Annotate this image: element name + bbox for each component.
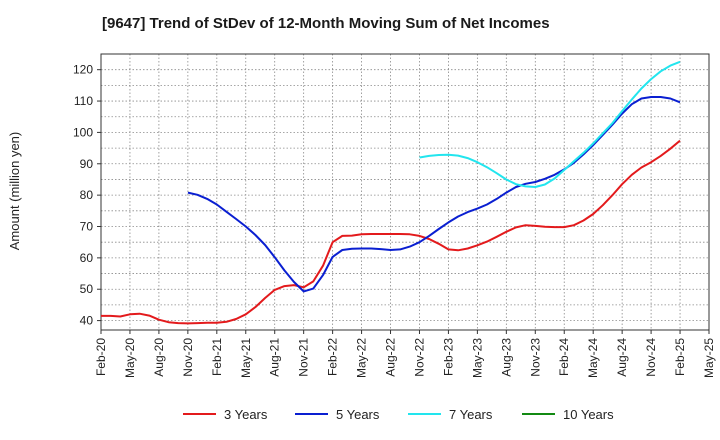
x-tick-label: May-24 [586,338,600,378]
x-tick-label: May-25 [702,338,716,378]
legend-label: 7 Years [449,407,493,422]
x-tick-label: Feb-24 [557,338,571,376]
legend-label: 10 Years [563,407,614,422]
x-axis-ticks: Feb-20 May-20 Aug-20 Nov-20 Feb-21 May-21 Aug-… [94,330,716,378]
chart-title: [9647] Trend of StDev of 12-Month Moving… [102,15,550,32]
x-tick-label: Aug-23 [499,338,513,377]
y-tick-label: 80 [80,188,94,202]
x-tick-label: Feb-22 [326,338,340,376]
series-line-3-years [101,139,681,325]
legend-label: 5 Years [336,407,380,422]
plot-frame [100,53,710,331]
grid [100,54,710,330]
x-tick-label: May-23 [470,338,484,378]
x-tick-label: Aug-21 [268,338,282,377]
series-lines [101,60,681,325]
y-axis-ticks: 40 50 60 70 80 90 100 110 120 [73,63,101,328]
y-tick-label: 110 [74,94,93,108]
legend-label: 3 Years [224,407,268,422]
x-tick-label: Feb-23 [441,338,455,376]
y-tick-label: 100 [73,125,93,139]
y-axis-label: Amount (million yen) [7,132,22,251]
y-tick-label: 120 [73,63,93,77]
x-tick-label: Nov-22 [412,338,426,377]
x-tick-label: Feb-20 [94,338,108,376]
y-tick-label: 60 [80,251,94,265]
y-tick-label: 40 [80,314,94,328]
y-tick-label: 50 [80,282,94,296]
x-tick-label: Aug-24 [615,338,629,377]
series-line-7-years [419,60,681,188]
x-tick-label: Feb-25 [673,338,687,376]
y-tick-label: 70 [80,220,94,234]
x-tick-label: Aug-22 [384,338,398,377]
x-tick-label: May-20 [123,338,137,378]
x-tick-label: Feb-21 [210,338,224,376]
x-tick-label: Nov-23 [528,338,542,377]
x-tick-label: Aug-20 [152,338,166,377]
x-tick-label: Nov-20 [181,338,195,377]
legend: 3 Years 5 Years 7 Years 10 Years [183,407,614,422]
x-tick-label: Nov-24 [644,338,658,377]
x-tick-label: Nov-21 [297,338,311,377]
x-tick-label: May-21 [239,338,253,378]
x-tick-label: May-22 [355,338,369,378]
y-tick-label: 90 [80,157,94,171]
series-line-5-years [187,96,681,293]
